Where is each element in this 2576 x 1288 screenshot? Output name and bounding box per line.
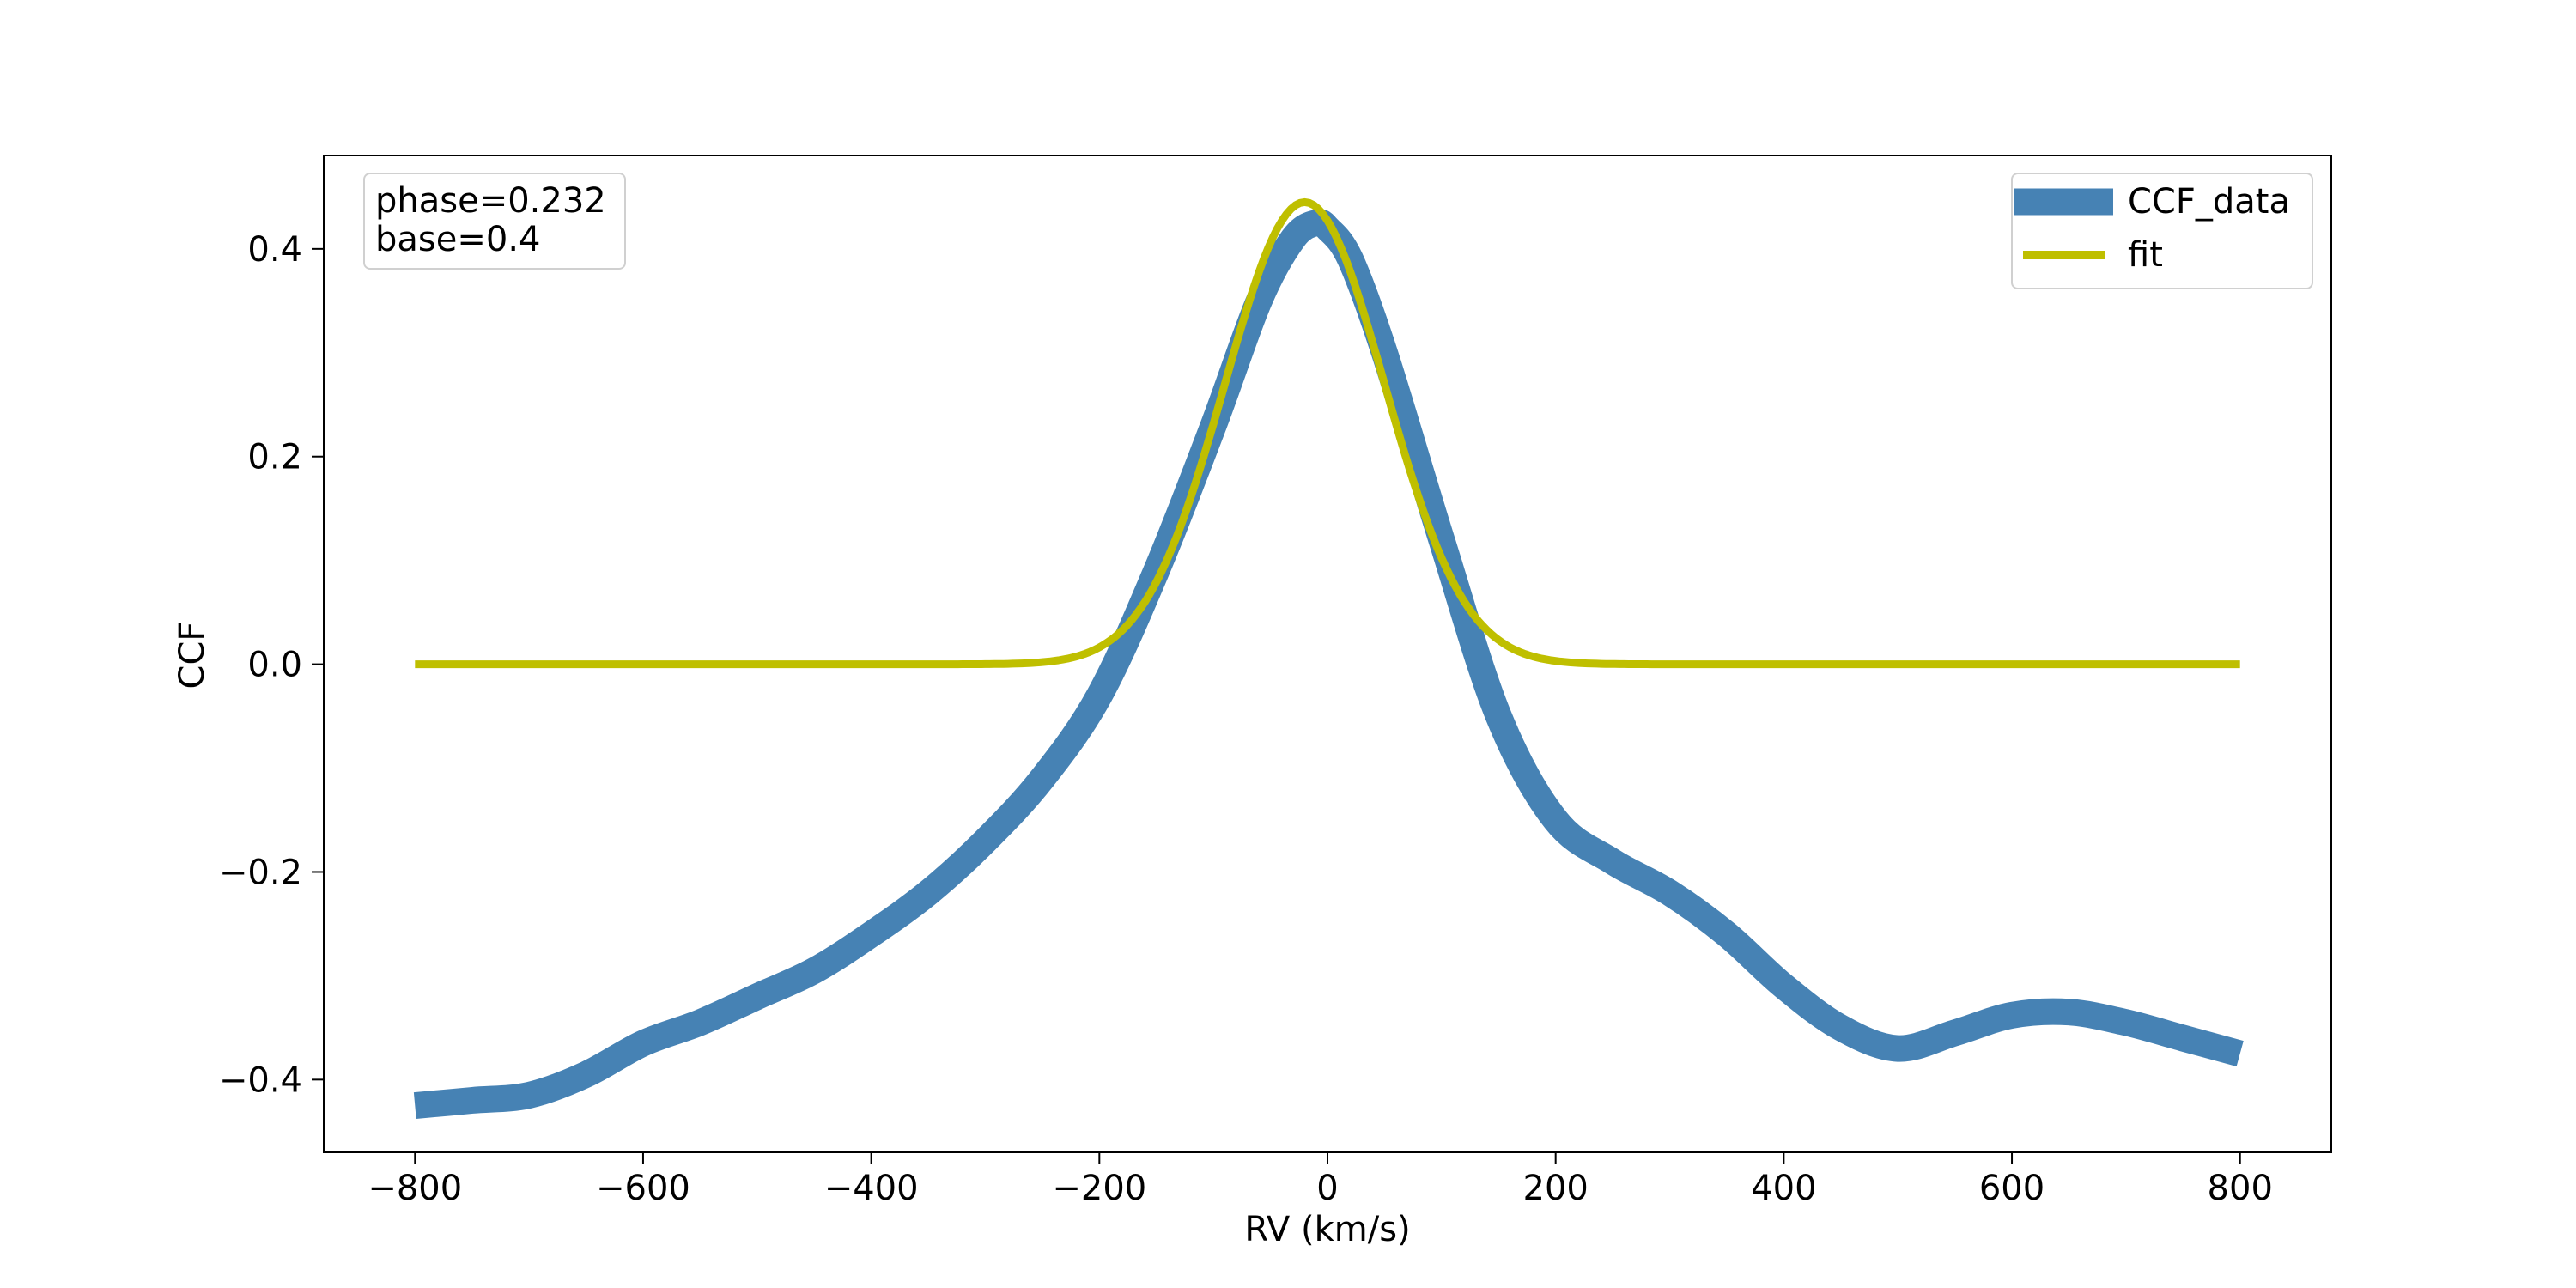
series-line-fit: [415, 197, 2240, 669]
y-axis: −0.4 −0.2 0.0 0.2 0.4: [219, 230, 324, 1100]
annotation-box: phase=0.232 base=0.4: [363, 173, 626, 270]
y-tick-label: −0.2: [219, 853, 302, 892]
x-axis: −800 −600 −400 −200 0 200 400 600 800: [368, 1152, 2273, 1208]
x-tick-label: −800: [368, 1169, 462, 1208]
y-tick-label: 0.2: [247, 438, 302, 477]
series-line-ccf-data: [413, 209, 2244, 1120]
x-tick-label: −400: [824, 1169, 919, 1208]
x-tick-label: 0: [1316, 1169, 1338, 1208]
y-tick-label: −0.4: [219, 1060, 302, 1100]
series-layer: [413, 197, 2244, 1120]
x-tick-label: 600: [1979, 1169, 2044, 1208]
annotation-base: base=0.4: [375, 220, 540, 259]
y-tick-label: 0.0: [247, 646, 302, 685]
x-tick-label: −600: [596, 1169, 690, 1208]
legend-label-fit: fit: [2128, 235, 2163, 275]
y-axis-label: CCF: [173, 622, 212, 690]
annotation-phase: phase=0.232: [375, 181, 606, 221]
x-tick-label: −200: [1052, 1169, 1146, 1208]
x-tick-label: 400: [1751, 1169, 1816, 1208]
legend: CCF_data fit: [2011, 173, 2313, 289]
x-axis-label: RV (km/s): [1244, 1210, 1410, 1249]
y-tick-label: 0.4: [247, 230, 302, 270]
x-tick-label: 200: [1523, 1169, 1589, 1208]
annotation-frame: [363, 173, 626, 270]
x-tick-label: 800: [2208, 1169, 2273, 1208]
legend-label-ccf-data: CCF_data: [2128, 182, 2290, 222]
